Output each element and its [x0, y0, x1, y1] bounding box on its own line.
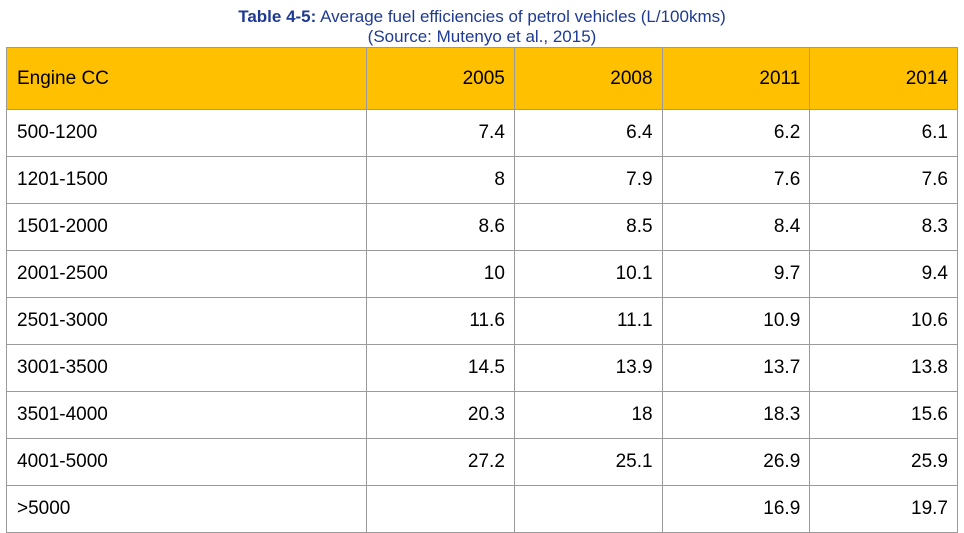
column-header-year: 2005 — [366, 47, 515, 110]
column-header-engine-cc: Engine CC — [5, 47, 368, 110]
efficiency-value-cell: 6.4 — [513, 109, 663, 157]
engine-cc-cell: 3501-4000 — [5, 391, 368, 439]
efficiency-value-cell: 8 — [366, 156, 515, 204]
efficiency-value-cell: 15.6 — [809, 391, 958, 439]
table-row: 3501-4000 20.3 18 18.3 15.6 — [5, 391, 958, 439]
efficiency-value-cell — [513, 485, 663, 533]
engine-cc-cell: 2001-2500 — [5, 250, 368, 298]
column-header-year: 2014 — [809, 47, 958, 110]
efficiency-value-cell: 10 — [366, 250, 515, 298]
table-body: 500-1200 7.4 6.4 6.2 6.1 1201-1500 8 7.9 7.6 7.6 1… — [5, 109, 958, 533]
efficiency-value-cell: 9.7 — [661, 250, 811, 298]
efficiency-value-cell: 13.8 — [809, 344, 958, 392]
efficiency-value-cell: 19.7 — [809, 485, 958, 533]
efficiency-value-cell: 10.9 — [661, 297, 811, 345]
efficiency-value-cell: 18.3 — [661, 391, 811, 439]
engine-cc-cell: 500-1200 — [5, 109, 368, 157]
caption-source: (Source: Mutenyo et al., 2015) — [367, 27, 597, 46]
efficiency-value-cell: 10.6 — [809, 297, 958, 345]
efficiency-value-cell: 13.9 — [513, 344, 663, 392]
table-row: 3001-3500 14.5 13.9 13.7 13.8 — [5, 344, 958, 392]
efficiency-value-cell: 7.6 — [809, 156, 958, 204]
engine-cc-cell: 1501-2000 — [5, 203, 368, 251]
efficiency-value-cell: 11.1 — [513, 297, 663, 345]
table-row: 2501-3000 11.6 11.1 10.9 10.6 — [5, 297, 958, 345]
efficiency-value-cell: 25.9 — [809, 438, 958, 486]
efficiency-value-cell: 7.6 — [661, 156, 811, 204]
engine-cc-cell: 2501-3000 — [5, 297, 368, 345]
efficiency-value-cell: 8.5 — [513, 203, 663, 251]
column-header-year: 2011 — [661, 47, 811, 110]
efficiency-value-cell: 6.1 — [809, 109, 958, 157]
column-header-year: 2008 — [513, 47, 663, 110]
table-row: 1501-2000 8.6 8.5 8.4 8.3 — [5, 203, 958, 251]
efficiency-value-cell: 25.1 — [513, 438, 663, 486]
efficiency-value-cell: 13.7 — [661, 344, 811, 392]
engine-cc-cell: 3001-3500 — [5, 344, 368, 392]
table-caption: Table 4-5: Average fuel efficiencies of … — [0, 7, 964, 47]
efficiency-value-cell: 26.9 — [661, 438, 811, 486]
efficiency-value-cell — [366, 485, 515, 533]
engine-cc-cell: 4001-5000 — [5, 438, 368, 486]
efficiency-value-cell: 7.9 — [513, 156, 663, 204]
table-row: 1201-1500 8 7.9 7.6 7.6 — [5, 156, 958, 204]
caption-label: Table 4-5: — [238, 7, 317, 26]
efficiency-value-cell: 8.3 — [809, 203, 958, 251]
table-row: 500-1200 7.4 6.4 6.2 6.1 — [5, 109, 958, 157]
efficiency-value-cell: 27.2 — [366, 438, 515, 486]
efficiency-value-cell: 9.4 — [809, 250, 958, 298]
efficiency-value-cell: 6.2 — [661, 109, 811, 157]
efficiency-value-cell: 14.5 — [366, 344, 515, 392]
table-row: >5000 16.9 19.7 — [5, 485, 958, 533]
caption-title-line: Table 4-5: Average fuel efficiencies of … — [0, 7, 964, 27]
efficiency-value-cell: 7.4 — [366, 109, 515, 157]
efficiency-value-cell: 8.4 — [661, 203, 811, 251]
engine-cc-cell: 1201-1500 — [5, 156, 368, 204]
efficiency-value-cell: 11.6 — [366, 297, 515, 345]
efficiency-value-cell: 16.9 — [661, 485, 811, 533]
engine-cc-cell: >5000 — [5, 485, 368, 533]
header-row: Engine CC 2005 2008 2011 2014 — [5, 47, 958, 110]
efficiency-value-cell: 8.6 — [366, 203, 515, 251]
caption-title: Average fuel efficiencies of petrol vehi… — [320, 7, 726, 26]
efficiency-value-cell: 10.1 — [513, 250, 663, 298]
efficiency-value-cell: 18 — [513, 391, 663, 439]
table-row: 2001-2500 10 10.1 9.7 9.4 — [5, 250, 958, 298]
efficiency-value-cell: 20.3 — [366, 391, 515, 439]
fuel-efficiency-table: Engine CC 2005 2008 2011 2014 500-1200 7.4 6.4… — [5, 47, 958, 533]
table-row: 4001-5000 27.2 25.1 26.9 25.9 — [5, 438, 958, 486]
